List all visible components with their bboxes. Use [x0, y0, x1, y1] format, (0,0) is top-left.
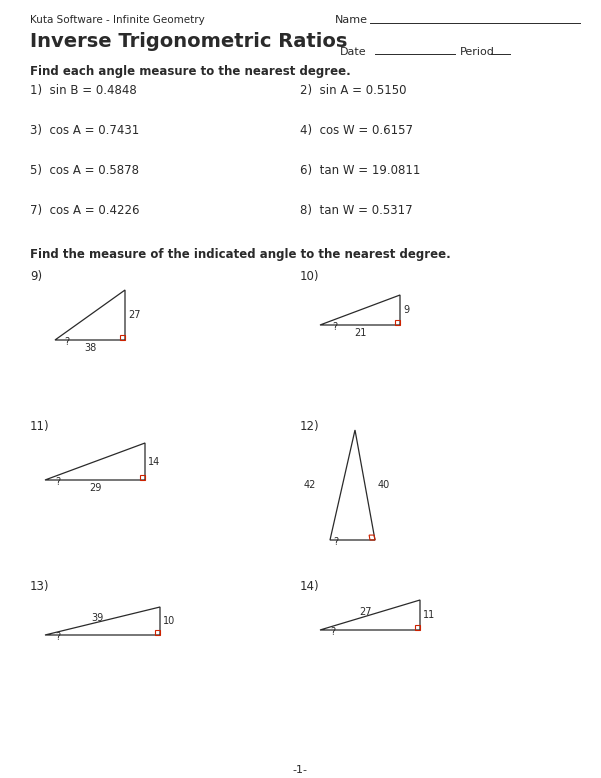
Text: 21: 21: [354, 328, 366, 338]
Text: ?: ?: [333, 537, 338, 547]
Text: 2)  sin A = 0.5150: 2) sin A = 0.5150: [300, 84, 406, 97]
Text: 7)  cos A = 0.4226: 7) cos A = 0.4226: [30, 204, 139, 217]
Text: 13): 13): [30, 580, 49, 593]
Text: 10): 10): [300, 270, 320, 283]
Text: 42: 42: [304, 480, 316, 490]
Text: 4)  cos W = 0.6157: 4) cos W = 0.6157: [300, 124, 413, 137]
Text: Find the measure of the indicated angle to the nearest degree.: Find the measure of the indicated angle …: [30, 248, 451, 261]
Text: 12): 12): [300, 420, 320, 433]
Text: Inverse Trigonometric Ratios: Inverse Trigonometric Ratios: [30, 32, 347, 51]
Text: 14: 14: [148, 457, 160, 467]
Text: ?: ?: [64, 337, 69, 347]
Text: 11): 11): [30, 420, 50, 433]
Text: 27: 27: [128, 310, 141, 320]
Text: Kuta Software - Infinite Geometry: Kuta Software - Infinite Geometry: [30, 15, 205, 25]
Text: 3)  cos A = 0.7431: 3) cos A = 0.7431: [30, 124, 139, 137]
Text: 11: 11: [423, 610, 435, 620]
Text: Period: Period: [460, 47, 495, 57]
Text: 39: 39: [91, 613, 103, 623]
Text: 40: 40: [378, 480, 390, 490]
Text: 38: 38: [84, 343, 96, 353]
Text: 10: 10: [163, 616, 175, 626]
Text: -1-: -1-: [293, 765, 308, 775]
Text: 9): 9): [30, 270, 42, 283]
Text: 14): 14): [300, 580, 320, 593]
Text: ?: ?: [332, 322, 337, 332]
Text: ?: ?: [330, 627, 335, 637]
Text: 1)  sin B = 0.4848: 1) sin B = 0.4848: [30, 84, 137, 97]
Text: ?: ?: [55, 632, 60, 642]
Text: 6)  tan W = 19.0811: 6) tan W = 19.0811: [300, 164, 420, 177]
Text: Name: Name: [335, 15, 368, 25]
Text: 27: 27: [359, 607, 371, 617]
Text: 8)  tan W = 0.5317: 8) tan W = 0.5317: [300, 204, 413, 217]
Text: 9: 9: [403, 305, 409, 315]
Text: 5)  cos A = 0.5878: 5) cos A = 0.5878: [30, 164, 139, 177]
Text: Date: Date: [340, 47, 367, 57]
Text: 29: 29: [89, 483, 101, 493]
Text: Find each angle measure to the nearest degree.: Find each angle measure to the nearest d…: [30, 65, 351, 78]
Text: ?: ?: [55, 477, 60, 487]
